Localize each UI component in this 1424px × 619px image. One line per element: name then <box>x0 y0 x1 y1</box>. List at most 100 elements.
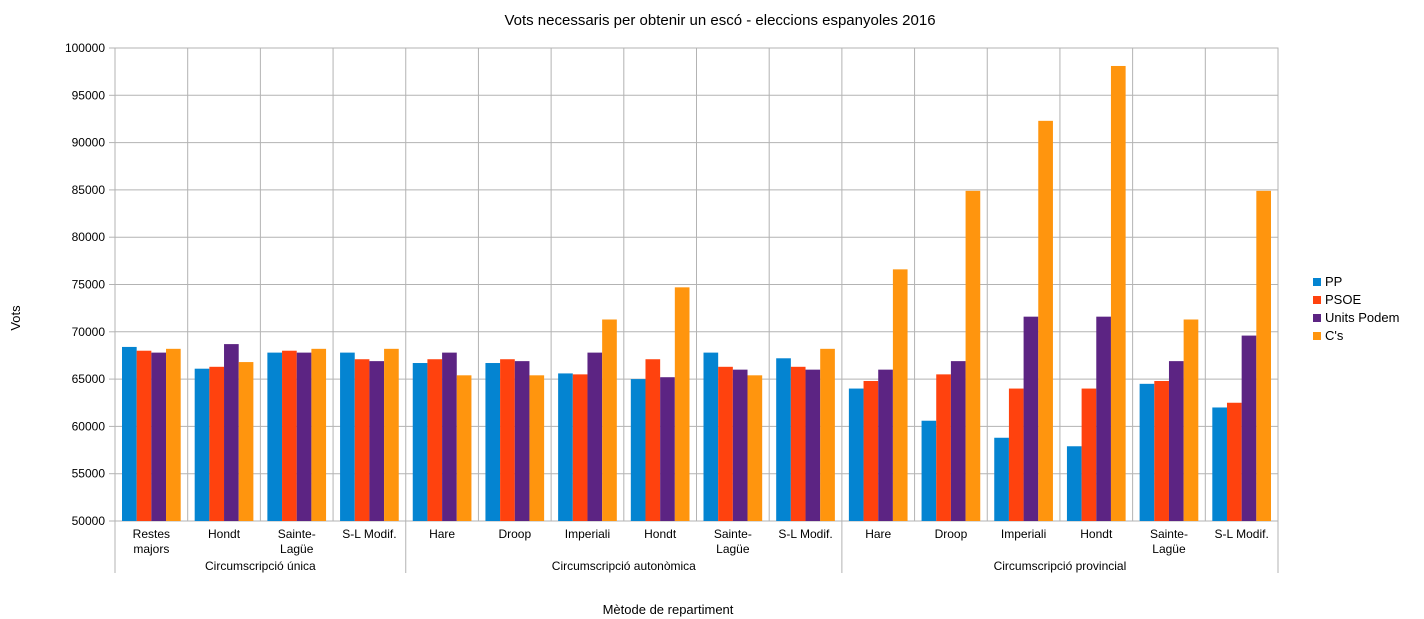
bar <box>1110 65 1126 521</box>
bar <box>136 350 152 521</box>
bar <box>1008 388 1024 521</box>
gridlines <box>114 47 1279 522</box>
bar <box>412 363 428 521</box>
bar <box>122 346 137 521</box>
bar <box>194 368 210 521</box>
bar <box>703 352 719 521</box>
bar <box>572 374 588 521</box>
bar <box>151 352 167 521</box>
legend-swatch <box>1313 296 1321 304</box>
y-tick-label: 70000 <box>72 325 106 339</box>
x-tick-label: Hare <box>865 527 891 541</box>
bar <box>994 437 1009 521</box>
x-tick-label: majors <box>133 542 169 556</box>
y-tick-label: 85000 <box>72 183 106 197</box>
y-axis-label: Vots <box>8 305 23 331</box>
bar <box>267 352 283 521</box>
y-tick-label: 65000 <box>72 372 106 386</box>
bar <box>732 369 748 521</box>
bar <box>1183 319 1199 521</box>
bar <box>1241 335 1257 521</box>
y-tick-label: 80000 <box>72 230 106 244</box>
bar <box>848 388 864 521</box>
bar <box>514 361 530 521</box>
bar <box>427 359 443 521</box>
bar <box>558 373 573 521</box>
bar <box>166 348 181 521</box>
bar <box>442 352 457 521</box>
legend: PP PSOE Units Podem C's <box>1313 274 1399 343</box>
y-tick-label: 90000 <box>72 136 106 150</box>
x-tick-label: Lagüe <box>1152 542 1186 556</box>
x-tick-label: Droop <box>498 527 531 541</box>
bar <box>296 352 312 521</box>
x-tick-label: Droop <box>935 527 968 541</box>
bar <box>820 348 835 521</box>
bar <box>1154 380 1169 521</box>
bar <box>747 375 763 521</box>
y-tick-label: 60000 <box>72 419 106 433</box>
y-axis-ticks: 50000 55000 60000 65000 70000 75000 80000 85000… <box>65 41 115 528</box>
x-tick-label: Hondt <box>1080 527 1113 541</box>
legend-swatch <box>1313 332 1321 340</box>
y-tick-label: 95000 <box>72 88 106 102</box>
x-tick-label: S-L Modif. <box>1215 527 1269 541</box>
bar <box>950 361 966 521</box>
x-tick-label: Hondt <box>208 527 241 541</box>
x-tick-label: Sainte- <box>1150 527 1188 541</box>
bar <box>936 374 951 521</box>
bar <box>311 348 327 521</box>
chart-title: Vots necessaris per obtenir un escó - el… <box>504 12 935 29</box>
y-tick-label: 50000 <box>72 514 106 528</box>
x-axis-label: Mètode de repartiment <box>603 602 734 617</box>
x-tick-label: Hare <box>429 527 455 541</box>
legend-swatch <box>1313 314 1321 322</box>
x-tick-label: S-L Modif. <box>342 527 396 541</box>
bar <box>1023 316 1039 521</box>
bar <box>354 359 370 521</box>
bar <box>1226 402 1242 521</box>
x-tick-label: Lagüe <box>716 542 750 556</box>
bar <box>587 352 603 521</box>
bar <box>718 366 733 521</box>
bar <box>282 350 297 521</box>
legend-swatch <box>1313 278 1321 286</box>
bar <box>790 366 806 521</box>
x-group-label: Circumscripció única <box>205 559 316 573</box>
bar <box>1168 361 1184 521</box>
bar <box>500 359 515 521</box>
x-tick-label: Sainte- <box>278 527 316 541</box>
bar <box>776 358 791 521</box>
legend-label: PP <box>1325 274 1342 289</box>
bar <box>1256 190 1271 521</box>
bars <box>122 65 1271 521</box>
x-group-label: Circumscripció provincial <box>994 559 1127 573</box>
bar <box>602 319 617 521</box>
bar <box>1038 120 1053 521</box>
bar <box>630 379 646 521</box>
x-tick-label: Imperiali <box>1001 527 1046 541</box>
bar <box>238 362 254 521</box>
legend-label: PSOE <box>1325 292 1361 307</box>
bar <box>863 380 879 521</box>
bar <box>456 375 472 521</box>
bar <box>1139 383 1155 521</box>
bar <box>1096 316 1111 521</box>
x-tick-label: S-L Modif. <box>778 527 832 541</box>
bar <box>1081 388 1097 521</box>
y-tick-label: 55000 <box>72 467 106 481</box>
bar <box>209 366 225 521</box>
x-tick-label: Sainte- <box>714 527 752 541</box>
bar <box>921 420 937 521</box>
bar <box>660 377 675 521</box>
bar <box>645 359 661 521</box>
y-tick-label: 75000 <box>72 278 106 292</box>
bar <box>485 363 501 521</box>
bar <box>965 190 981 521</box>
bar <box>340 352 355 521</box>
legend-label: Units Podem <box>1325 310 1399 325</box>
bar <box>892 269 908 521</box>
bar <box>674 287 690 521</box>
